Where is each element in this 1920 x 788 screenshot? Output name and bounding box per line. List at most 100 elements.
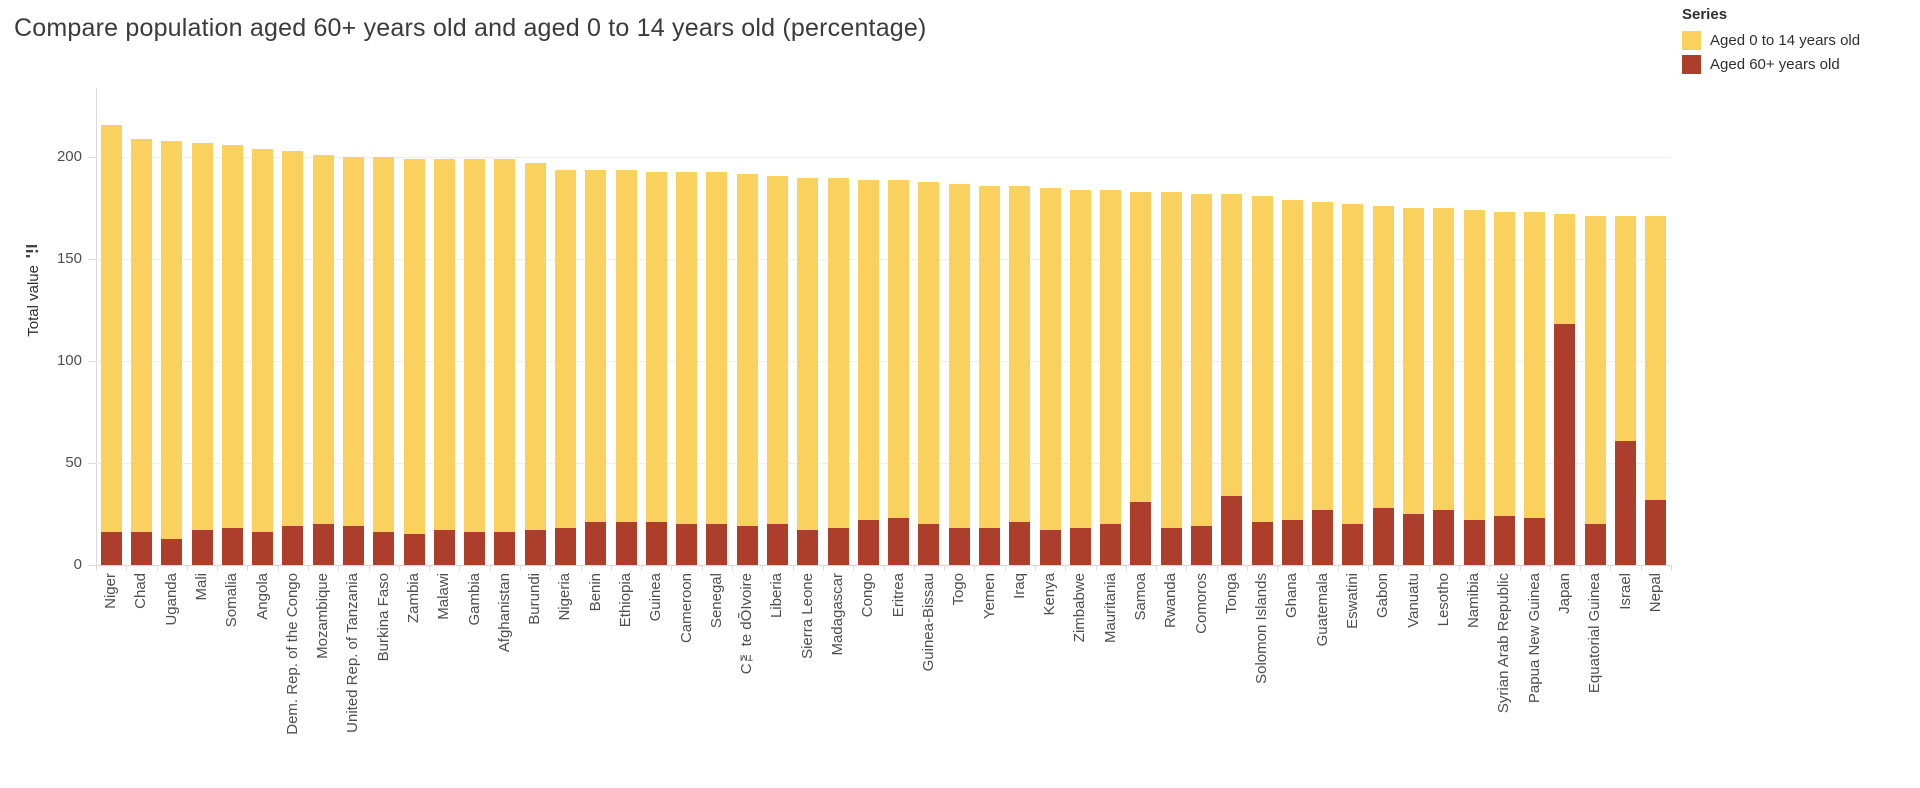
segment-aged-0-14-guinea-bissau[interactable] <box>918 181 940 525</box>
segment-aged-0-14-zimbabwe[interactable] <box>1069 189 1091 529</box>
segment-aged-60-burkina-faso[interactable] <box>373 532 395 565</box>
segment-aged-0-14-nepal[interactable] <box>1645 216 1667 500</box>
bar-madagascar[interactable] <box>827 177 849 565</box>
segment-aged-0-14-congo[interactable] <box>857 179 879 521</box>
segment-aged-60-dem-rep-of-the-congo[interactable] <box>282 526 304 565</box>
bar-kenya[interactable] <box>1039 187 1061 565</box>
segment-aged-0-14-c-te-d-ivoire[interactable] <box>736 173 758 527</box>
segment-aged-60-lesotho[interactable] <box>1433 509 1455 565</box>
segment-aged-0-14-comoros[interactable] <box>1191 194 1213 527</box>
bar-malawi[interactable] <box>433 159 455 565</box>
segment-aged-60-guinea-bissau[interactable] <box>918 524 940 565</box>
segment-aged-60-zimbabwe[interactable] <box>1069 528 1091 565</box>
segment-aged-60-ghana[interactable] <box>1281 520 1303 565</box>
segment-aged-0-14-guatemala[interactable] <box>1312 202 1334 510</box>
segment-aged-60-gambia[interactable] <box>464 532 486 565</box>
segment-aged-60-israel[interactable] <box>1615 440 1637 565</box>
segment-aged-0-14-israel[interactable] <box>1615 216 1637 441</box>
segment-aged-60-namibia[interactable] <box>1463 520 1485 565</box>
bar-ethiopia[interactable] <box>615 169 637 565</box>
segment-aged-0-14-rwanda[interactable] <box>1160 191 1182 529</box>
bar-israel[interactable] <box>1615 216 1637 565</box>
segment-aged-0-14-togo[interactable] <box>948 183 970 529</box>
segment-aged-0-14-gabon[interactable] <box>1372 206 1394 508</box>
bar-guinea-bissau[interactable] <box>918 181 940 565</box>
segment-aged-0-14-syrian-arab-republic[interactable] <box>1493 212 1515 517</box>
segment-aged-60-kenya[interactable] <box>1039 530 1061 565</box>
segment-aged-60-syrian-arab-republic[interactable] <box>1493 516 1515 565</box>
segment-aged-60-nigeria[interactable] <box>554 528 576 565</box>
bar-burkina-faso[interactable] <box>373 157 395 565</box>
segment-aged-0-14-uganda[interactable] <box>161 141 183 539</box>
segment-aged-60-papua-new-guinea[interactable] <box>1524 518 1546 565</box>
bar-gabon[interactable] <box>1372 206 1394 565</box>
segment-aged-60-solomon-islands[interactable] <box>1251 522 1273 565</box>
bar-liberia[interactable] <box>766 175 788 565</box>
bar-congo[interactable] <box>857 179 879 565</box>
bar-ghana[interactable] <box>1281 200 1303 565</box>
segment-aged-0-14-burundi[interactable] <box>524 163 546 531</box>
bar-vanuatu[interactable] <box>1403 208 1425 565</box>
segment-aged-0-14-lesotho[interactable] <box>1433 208 1455 510</box>
bar-sierra-leone[interactable] <box>797 177 819 565</box>
segment-aged-0-14-japan[interactable] <box>1554 214 1576 325</box>
sort-descending-icon[interactable] <box>25 245 41 259</box>
segment-aged-60-guatemala[interactable] <box>1312 509 1334 565</box>
segment-aged-0-14-liberia[interactable] <box>766 175 788 525</box>
bar-tonga[interactable] <box>1221 194 1243 565</box>
segment-aged-0-14-benin[interactable] <box>585 169 607 523</box>
segment-aged-0-14-malawi[interactable] <box>433 159 455 531</box>
segment-aged-60-vanuatu[interactable] <box>1403 514 1425 565</box>
bar-eswatini[interactable] <box>1342 204 1364 565</box>
bar-mozambique[interactable] <box>312 155 334 565</box>
segment-aged-0-14-samoa[interactable] <box>1130 191 1152 502</box>
bar-burundi[interactable] <box>524 163 546 565</box>
segment-aged-60-somalia[interactable] <box>221 528 243 565</box>
segment-aged-60-tonga[interactable] <box>1221 495 1243 565</box>
bar-guinea[interactable] <box>645 171 667 565</box>
segment-aged-60-zambia[interactable] <box>403 534 425 565</box>
segment-aged-60-guinea[interactable] <box>645 522 667 565</box>
segment-aged-0-14-madagascar[interactable] <box>827 177 849 529</box>
segment-aged-0-14-niger[interactable] <box>100 124 122 533</box>
bar-nepal[interactable] <box>1645 216 1667 565</box>
segment-aged-60-united-rep-of-tanzania[interactable] <box>342 526 364 565</box>
segment-aged-0-14-iraq[interactable] <box>1009 185 1031 523</box>
segment-aged-0-14-chad[interactable] <box>130 138 152 533</box>
segment-aged-0-14-zambia[interactable] <box>403 159 425 535</box>
bar-nigeria[interactable] <box>554 169 576 565</box>
segment-aged-0-14-angola[interactable] <box>252 149 274 533</box>
segment-aged-60-togo[interactable] <box>948 528 970 565</box>
segment-aged-0-14-mozambique[interactable] <box>312 155 334 525</box>
segment-aged-60-burundi[interactable] <box>524 530 546 565</box>
segment-aged-0-14-dem-rep-of-the-congo[interactable] <box>282 151 304 527</box>
segment-aged-60-iraq[interactable] <box>1009 522 1031 565</box>
segment-aged-60-benin[interactable] <box>585 522 607 565</box>
segment-aged-60-cameroon[interactable] <box>676 524 698 565</box>
bar-yemen[interactable] <box>979 185 1000 565</box>
bar-zambia[interactable] <box>403 159 425 565</box>
segment-aged-60-angola[interactable] <box>252 532 274 565</box>
bar-rwanda[interactable] <box>1160 191 1182 565</box>
segment-aged-0-14-mali[interactable] <box>191 143 213 531</box>
segment-aged-60-mali[interactable] <box>191 530 213 565</box>
bar-papua-new-guinea[interactable] <box>1524 212 1546 565</box>
bar-equatorial-guinea[interactable] <box>1584 216 1606 565</box>
segment-aged-60-chad[interactable] <box>130 532 152 565</box>
segment-aged-0-14-senegal[interactable] <box>706 171 728 525</box>
bar-samoa[interactable] <box>1130 191 1152 565</box>
bar-syrian-arab-republic[interactable] <box>1493 212 1515 565</box>
legend-item-aged-60[interactable]: Aged 60+ years old <box>1682 55 1912 74</box>
segment-aged-0-14-tonga[interactable] <box>1221 194 1243 496</box>
segment-aged-0-14-ethiopia[interactable] <box>615 169 637 523</box>
segment-aged-0-14-eritrea[interactable] <box>888 179 910 519</box>
segment-aged-0-14-ghana[interactable] <box>1281 200 1303 521</box>
segment-aged-60-uganda[interactable] <box>161 538 183 565</box>
segment-aged-0-14-solomon-islands[interactable] <box>1251 196 1273 523</box>
segment-aged-60-malawi[interactable] <box>433 530 455 565</box>
segment-aged-60-congo[interactable] <box>857 520 879 565</box>
bar-lesotho[interactable] <box>1433 208 1455 565</box>
segment-aged-0-14-somalia[interactable] <box>221 145 243 529</box>
segment-aged-60-senegal[interactable] <box>706 524 728 565</box>
bar-somalia[interactable] <box>221 145 243 565</box>
